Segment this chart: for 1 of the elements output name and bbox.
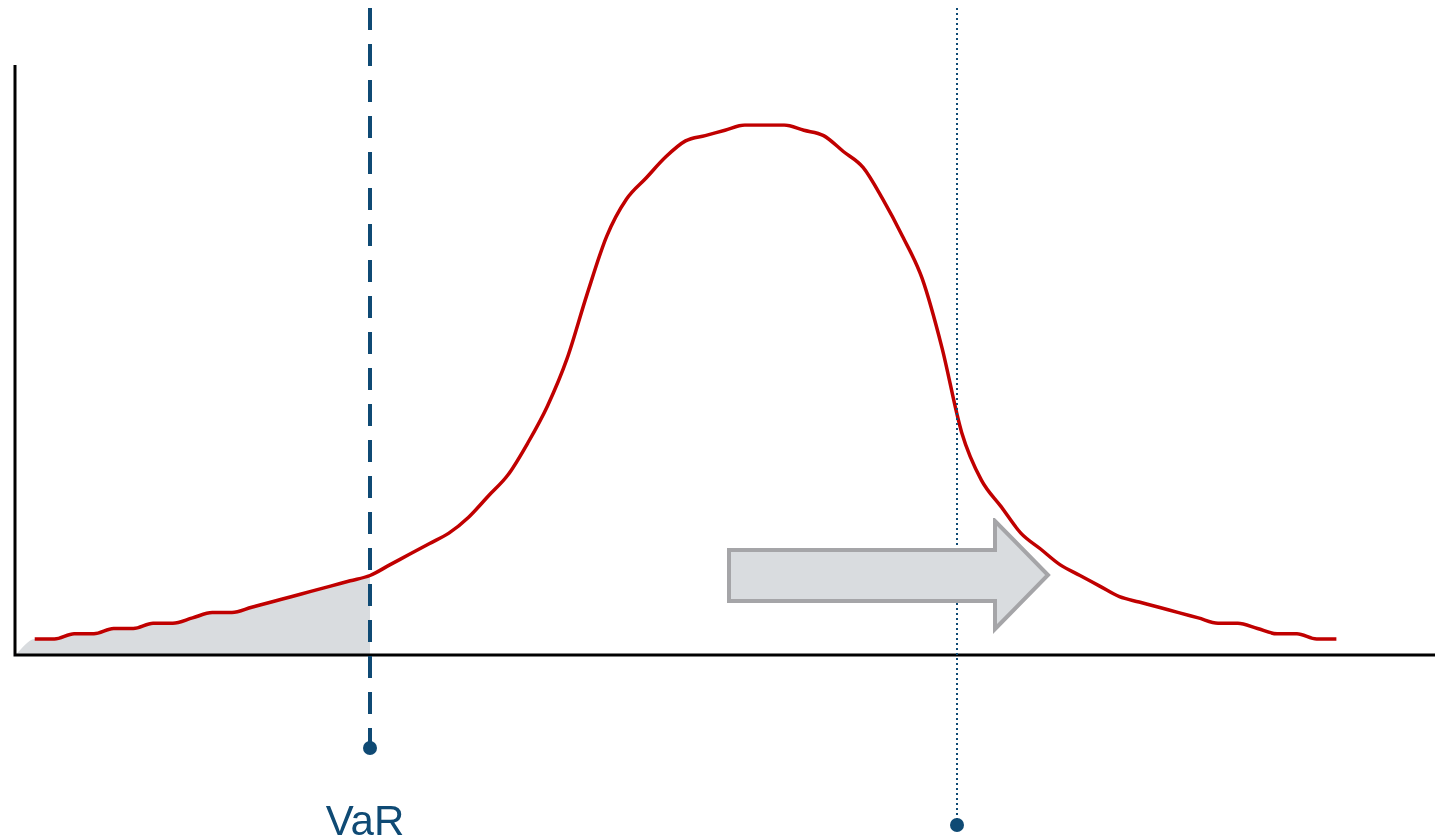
text: VaR (325, 797, 405, 840)
